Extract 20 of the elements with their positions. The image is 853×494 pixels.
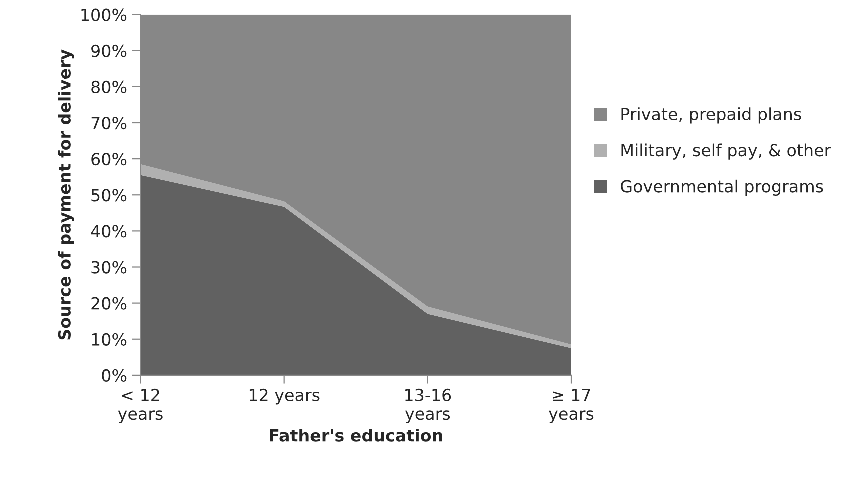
- x-tick-label: ≥ 17 years: [549, 389, 594, 424]
- y-tick-label: 100%: [82, 8, 127, 22]
- y-tick-label: 60%: [92, 153, 127, 166]
- legend-label: Private, prepaid plans: [622, 108, 802, 124]
- y-tick-label: 0%: [102, 369, 127, 382]
- y-tick-label: 10%: [92, 333, 127, 346]
- x-axis-title: Father's education: [270, 428, 442, 442]
- legend-label: Military, self pay, & other: [622, 144, 832, 160]
- y-tick-label: 90%: [92, 44, 127, 58]
- y-tick-label: 70%: [92, 116, 127, 130]
- y-axis-title: Source of payment for delivery: [58, 50, 74, 340]
- x-tick-label: < 12 years: [118, 388, 163, 424]
- y-tick-label: 40%: [91, 225, 127, 238]
- x-tick-label: 12 years: [250, 388, 320, 405]
- y-tick-label: 80%: [92, 80, 127, 94]
- y-tick-label: 20%: [92, 297, 127, 310]
- y-tick-label: 50%: [92, 189, 127, 202]
- x-tick-label: 13-16 years: [405, 388, 452, 424]
- legend-label: Governmental programs: [621, 180, 824, 196]
- y-tick-label: 30%: [92, 261, 127, 274]
